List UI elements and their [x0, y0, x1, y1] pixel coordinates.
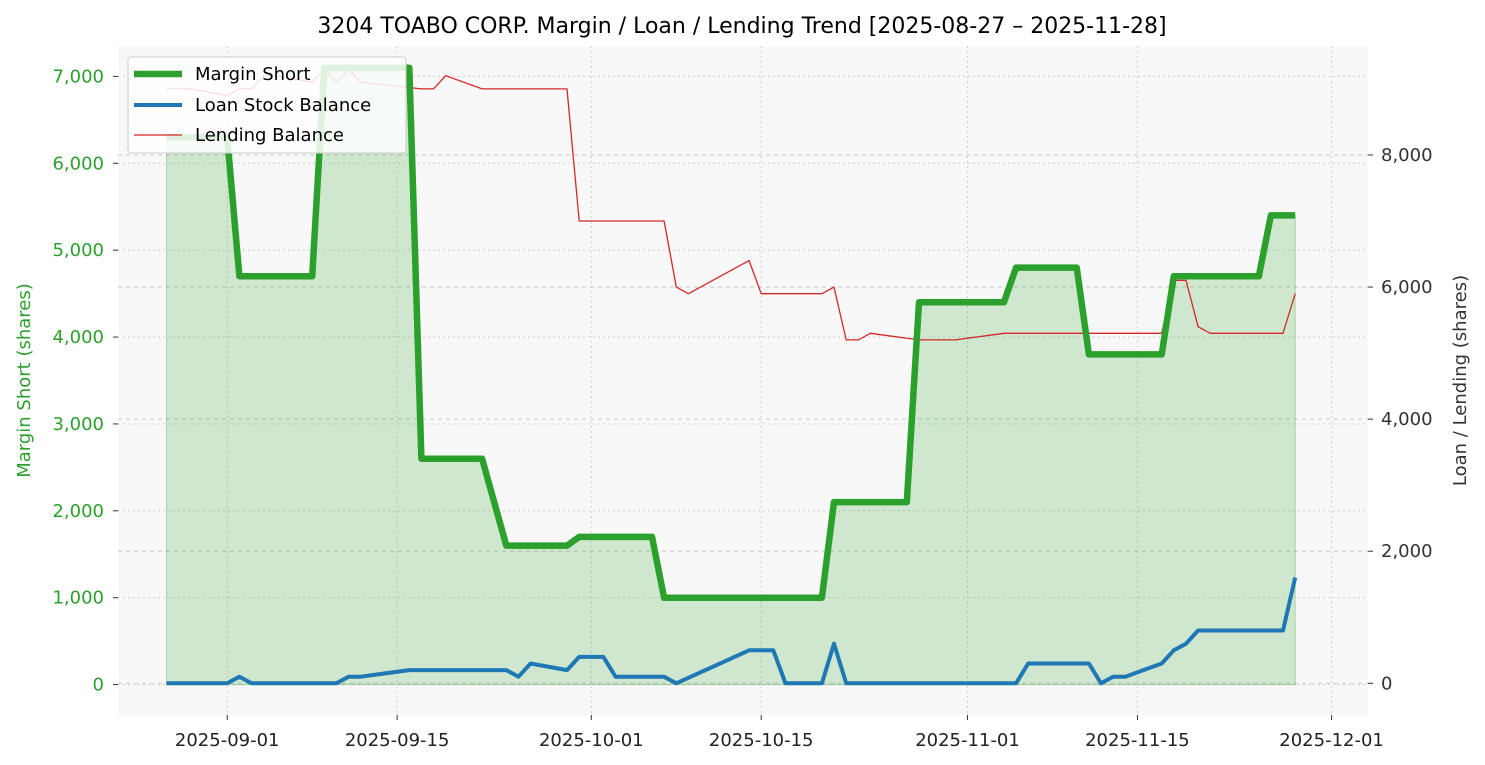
- axes: 0 1,000 2,000 3,000 4,000 5,000 6,000 7,000 0 2,0…: [52, 66, 1432, 751]
- y2-tick-label: 6,000: [1381, 277, 1433, 298]
- x-tick-label: 2025-11-15: [1085, 730, 1190, 751]
- y-tick-label: 0: [93, 675, 104, 696]
- y-tick-label: 3,000: [52, 414, 104, 435]
- y-tick-label: 4,000: [52, 327, 104, 348]
- y-tick-label: 2,000: [52, 501, 104, 522]
- y-tick-label: 5,000: [52, 240, 104, 261]
- x-tick-label: 2025-10-01: [539, 730, 644, 751]
- loan-stock-balance-line: [166, 577, 1298, 686]
- y-tick-label: 7,000: [52, 66, 104, 87]
- legend: Margin Short Loan Stock Balance Lending …: [127, 56, 407, 154]
- x-tick-label: 2025-11-01: [915, 730, 1020, 751]
- y-tick-label: 6,000: [52, 153, 104, 174]
- legend-label-lending-balance: Lending Balance: [195, 125, 344, 146]
- x-tick-label: 2025-09-15: [345, 730, 450, 751]
- legend-label-loan-stock-balance: Loan Stock Balance: [195, 95, 371, 116]
- y2-tick-label: 0: [1381, 673, 1392, 694]
- y-axis-label-right: Loan / Lending (shares): [1450, 275, 1471, 486]
- chart-title: 3204 TOABO CORP. Margin / Loan / Lending…: [317, 14, 1166, 39]
- legend-label-margin-short: Margin Short: [195, 64, 311, 85]
- x-tick-label: 2025-10-15: [709, 730, 814, 751]
- y-axis-label-left: Margin Short (shares): [14, 283, 35, 478]
- y-tick-label: 1,000: [52, 588, 104, 609]
- y2-tick-label: 2,000: [1381, 541, 1433, 562]
- y2-tick-label: 4,000: [1381, 409, 1433, 430]
- x-tick-label: 2025-09-01: [175, 730, 280, 751]
- plot-area: [118, 46, 1368, 715]
- x-tick-label: 2025-12-01: [1279, 730, 1384, 751]
- y2-tick-label: 8,000: [1381, 145, 1433, 166]
- legend-box: [127, 56, 407, 154]
